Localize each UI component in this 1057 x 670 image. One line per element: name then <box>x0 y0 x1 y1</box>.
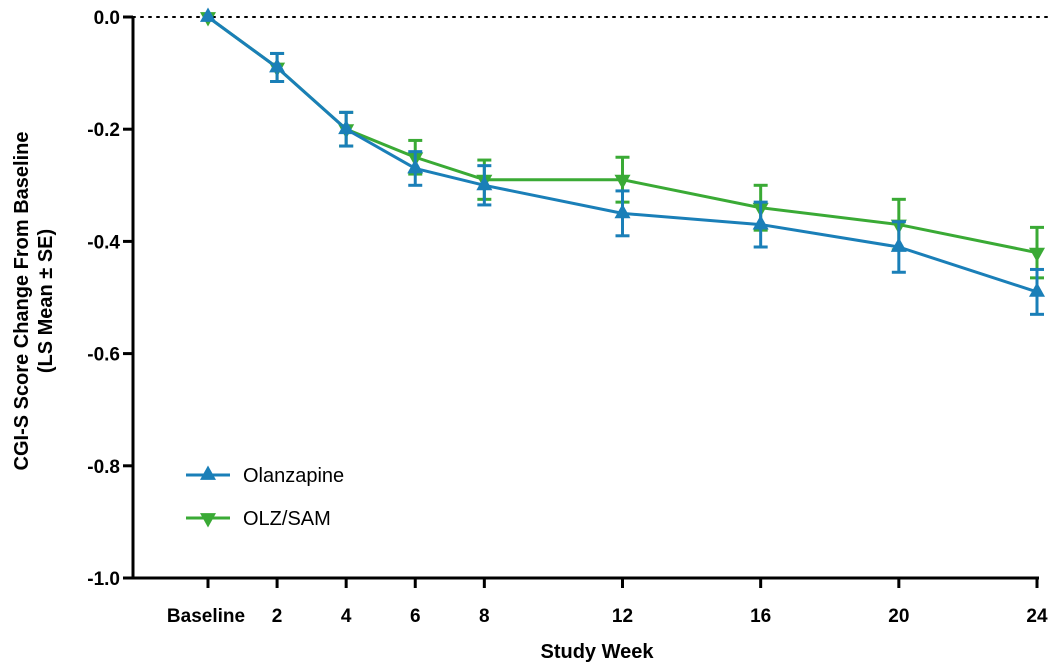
data-point <box>1029 282 1045 297</box>
x-tick-label: 12 <box>612 606 633 627</box>
x-tick-label: 4 <box>341 606 352 627</box>
legend-item: Olanzapine <box>186 465 344 487</box>
x-tick-label: 8 <box>479 606 490 627</box>
y-tick-label: 0.0 <box>94 8 120 29</box>
data-point <box>614 203 631 219</box>
series-line <box>207 15 1038 294</box>
series-group <box>200 7 1045 316</box>
x-tick-label: Baseline <box>167 606 245 627</box>
y-tick-label: -1.0 <box>87 569 120 590</box>
data-point <box>890 237 907 252</box>
legend-item: OLZ/SAM <box>186 508 331 530</box>
data-point <box>407 158 424 174</box>
series-olanzapine <box>200 7 1045 316</box>
data-point <box>1029 247 1045 263</box>
x-tick-label: 20 <box>888 606 909 627</box>
y-tick-label: -0.4 <box>87 232 120 253</box>
data-point <box>269 57 286 73</box>
y-tick-label: -0.6 <box>87 345 120 366</box>
y-tick-label: -0.2 <box>87 120 120 141</box>
data-point <box>614 174 631 190</box>
legend-label: OLZ/SAM <box>243 508 331 530</box>
data-point <box>338 119 355 135</box>
x-axis-title: Study Week <box>541 641 655 663</box>
data-point <box>752 215 769 230</box>
data-point <box>200 7 216 22</box>
x-tick-label: 6 <box>410 606 421 627</box>
x-tick-label: 2 <box>272 606 283 627</box>
series-olz-sam <box>200 12 1045 280</box>
y-tick-label: -0.8 <box>87 457 120 478</box>
legend-marker <box>200 465 216 480</box>
x-tick-label: 16 <box>750 606 771 627</box>
data-point <box>476 175 493 191</box>
legend: Olanzapine OLZ/SAM <box>186 465 344 530</box>
x-tick-label: 24 <box>1026 606 1048 627</box>
y-axis-title-line-2: (LS Mean ± SE) <box>35 229 57 373</box>
y-axis-title-line-1: CGI-S Score Change From Baseline <box>11 132 33 471</box>
legend-label: Olanzapine <box>243 465 344 487</box>
legend-marker <box>200 513 216 528</box>
